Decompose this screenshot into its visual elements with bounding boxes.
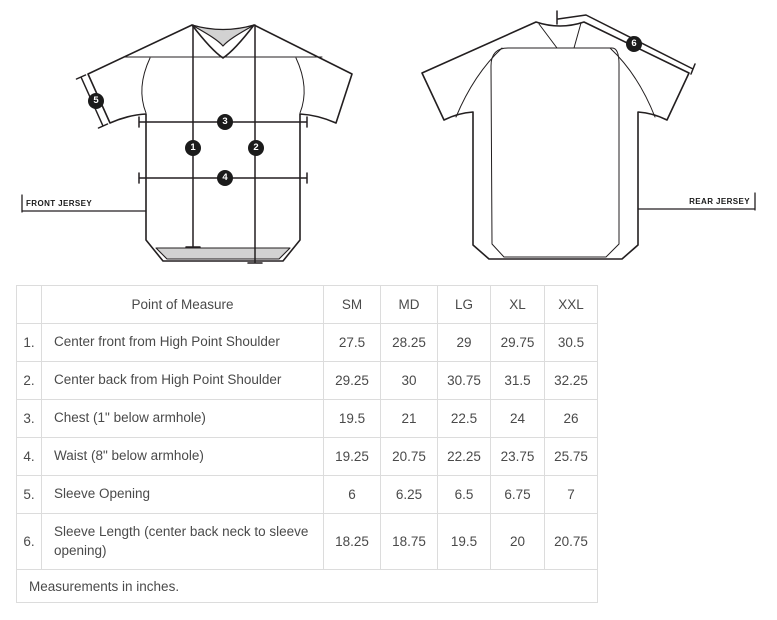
size-measurement-table: Point of Measure SM MD LG XL XXL 1. Cent… <box>16 285 598 603</box>
row-number: 6. <box>16 513 42 570</box>
table-row: 1. Center front from High Point Shoulder… <box>16 323 598 362</box>
header-size-xl: XL <box>490 285 545 324</box>
rear-armhole-seam-right <box>609 47 656 118</box>
value-lg: 22.5 <box>437 399 491 438</box>
table-row: 3. Chest (1" below armhole) 19.5 21 22.5… <box>16 399 598 438</box>
table-header-row: Point of Measure SM MD LG XL XXL <box>16 285 598 324</box>
table-row: 2. Center back from High Point Shoulder … <box>16 361 598 400</box>
jersey-measure-diagram: 1 2 3 4 5 6 FRONT JERSEY REAR JERSEY <box>0 0 777 278</box>
row-measure-label: Center back from High Point Shoulder <box>41 361 324 400</box>
value-xxl: 32.25 <box>544 361 598 400</box>
value-md: 18.75 <box>380 513 438 570</box>
value-xl: 29.75 <box>490 323 545 362</box>
value-lg: 30.75 <box>437 361 491 400</box>
value-sm: 19.5 <box>323 399 381 438</box>
row-measure-label: Sleeve Opening <box>41 475 324 514</box>
measure-point-1-badge: 1 <box>185 140 201 156</box>
rear-collar-seam-right <box>573 22 582 49</box>
rear-collar-seam-left <box>538 23 558 49</box>
value-xxl: 7 <box>544 475 598 514</box>
front-hem-band <box>155 247 291 260</box>
value-xl: 31.5 <box>490 361 545 400</box>
row-number: 4. <box>16 437 42 476</box>
row-number: 5. <box>16 475 42 514</box>
header-size-sm: SM <box>323 285 381 324</box>
value-xxl: 20.75 <box>544 513 598 570</box>
value-xl: 6.75 <box>490 475 545 514</box>
value-xl: 23.75 <box>490 437 545 476</box>
value-xxl: 25.75 <box>544 437 598 476</box>
table-row: 5. Sleeve Opening 6 6.25 6.5 6.75 7 <box>16 475 598 514</box>
rear-label-pointer <box>637 192 756 211</box>
value-sm: 18.25 <box>323 513 381 570</box>
value-md: 30 <box>380 361 438 400</box>
value-md: 21 <box>380 399 438 438</box>
row-measure-label: Center front from High Point Shoulder <box>41 323 324 362</box>
table-footer-row: Measurements in inches. <box>16 569 598 603</box>
header-size-md: MD <box>380 285 438 324</box>
header-size-xxl: XXL <box>544 285 598 324</box>
value-sm: 6 <box>323 475 381 514</box>
value-md: 20.75 <box>380 437 438 476</box>
rear-jersey-label: REAR JERSEY <box>689 197 750 206</box>
front-jersey-drawing <box>21 24 353 264</box>
jersey-line-art <box>21 10 756 264</box>
measure-point-3-badge: 3 <box>217 114 233 130</box>
value-sm: 27.5 <box>323 323 381 362</box>
measurements-note: Measurements in inches. <box>16 569 598 603</box>
measure-point-6-badge: 6 <box>626 36 642 52</box>
value-xxl: 26 <box>544 399 598 438</box>
row-measure-label: Sleeve Length (center back neck to sleev… <box>41 513 324 570</box>
header-size-lg: LG <box>437 285 491 324</box>
rear-back-panel <box>490 47 620 258</box>
value-lg: 22.25 <box>437 437 491 476</box>
rear-jersey-outline <box>421 21 690 260</box>
value-xl: 20 <box>490 513 545 570</box>
row-number: 3. <box>16 399 42 438</box>
header-point-of-measure: Point of Measure <box>41 285 324 324</box>
measure-point-4-badge: 4 <box>217 170 233 186</box>
value-xl: 24 <box>490 399 545 438</box>
row-measure-label: Waist (8" below armhole) <box>41 437 324 476</box>
header-number-cell <box>16 285 42 324</box>
table-row: 6. Sleeve Length (center back neck to sl… <box>16 513 598 570</box>
front-jersey-label: FRONT JERSEY <box>26 199 93 208</box>
measure-line-1 <box>185 24 201 248</box>
measure-point-5-badge: 5 <box>88 93 104 109</box>
value-sm: 19.25 <box>323 437 381 476</box>
row-measure-label: Chest (1" below armhole) <box>41 399 324 438</box>
value-sm: 29.25 <box>323 361 381 400</box>
front-label-pointer <box>21 194 147 213</box>
value-md: 28.25 <box>380 323 438 362</box>
front-armhole-seam-right <box>295 57 305 114</box>
front-neck-shaded <box>191 24 255 47</box>
measure-point-2-badge: 2 <box>248 140 264 156</box>
value-lg: 29 <box>437 323 491 362</box>
row-number: 2. <box>16 361 42 400</box>
rear-armhole-seam-left <box>455 47 503 118</box>
rear-jersey-drawing <box>421 10 756 260</box>
value-lg: 19.5 <box>437 513 491 570</box>
row-number: 1. <box>16 323 42 362</box>
value-md: 6.25 <box>380 475 438 514</box>
front-armhole-seam-left <box>141 57 151 114</box>
table-row: 4. Waist (8" below armhole) 19.25 20.75 … <box>16 437 598 476</box>
measure-line-6 <box>556 10 696 75</box>
value-xxl: 30.5 <box>544 323 598 362</box>
value-lg: 6.5 <box>437 475 491 514</box>
front-jersey-outline <box>87 24 353 262</box>
